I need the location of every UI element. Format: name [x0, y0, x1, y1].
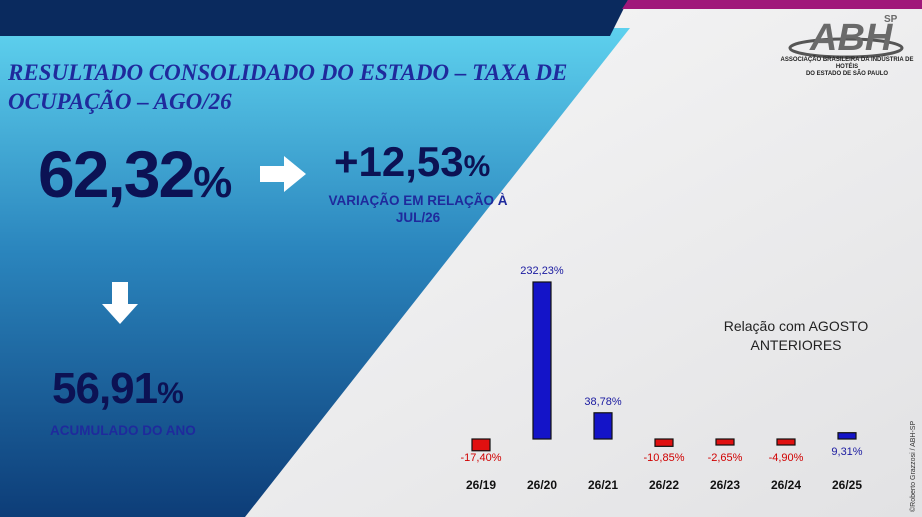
bar-26/22: [654, 438, 674, 447]
data-label-26/25: 9,31%: [831, 446, 862, 458]
data-label-26/22: -10,85%: [644, 452, 685, 464]
data-label-26/24: -4,90%: [769, 452, 804, 464]
arrow-right-icon: [260, 156, 306, 192]
abh-sp-logo: ABH SP: [788, 14, 904, 59]
arrow-down-icon: [102, 282, 138, 324]
tick-label-26/20: 26/20: [527, 478, 557, 492]
bar-26/24: [776, 438, 796, 446]
accumulated-value: 56,91%: [52, 364, 184, 414]
photo-credit: ©Roberto Grazzosi / ABH-SP: [910, 420, 917, 512]
logo-text: ABH: [809, 17, 894, 59]
occupancy-rate: 62,32%: [38, 136, 232, 212]
chart-note: Relação com AGOSTO ANTERIORES: [723, 318, 869, 353]
occupancy-rate-value: 62,32: [38, 137, 195, 211]
tick-label-26/24: 26/24: [771, 478, 801, 492]
occupancy-rate-unit: %: [193, 158, 233, 207]
logo-subtitle-line1: ASSOCIAÇÃO BRASILEIRA DA INDÚSTRIA DE HO…: [780, 57, 914, 70]
accumulated-number: 56,91: [52, 364, 158, 413]
variation-value: +12,53%: [334, 138, 490, 186]
accumulated-unit: %: [157, 377, 184, 410]
bar-26/20: [532, 281, 552, 440]
data-label-26/19: -17,40%: [461, 452, 502, 464]
bar-26/23: [715, 438, 735, 446]
variation-number: +12,53: [334, 138, 464, 185]
tick-label-26/19: 26/19: [466, 478, 496, 492]
logo-subtitle-line2: DO ESTADO DE SÃO PAULO: [805, 71, 889, 77]
bar-26/25: [837, 432, 857, 440]
data-label-26/23: -2,65%: [708, 452, 743, 464]
data-label-26/20: 232,23%: [520, 265, 564, 277]
tick-label-26/22: 26/22: [649, 478, 679, 492]
tick-label-26/25: 26/25: [832, 478, 862, 492]
page-title: RESULTADO CONSOLIDADO DO ESTADO – TAXA D…: [8, 60, 568, 114]
bar-26/21: [593, 412, 613, 440]
data-label-26/21: 38,78%: [584, 396, 622, 408]
variation-unit: %: [463, 150, 491, 183]
variation-label: VARIAÇÃO EM RELAÇÃO À JUL/26: [328, 193, 508, 225]
logo-subtitle: ASSOCIAÇÃO BRASILEIRA DA INDÚSTRIA DE HO…: [774, 57, 920, 78]
logo-superscript: SP: [884, 14, 898, 25]
tick-label-26/23: 26/23: [710, 478, 740, 492]
bar-26/19: [471, 438, 491, 452]
accumulated-label: ACUMULADO DO ANO: [50, 423, 196, 438]
tick-label-26/21: 26/21: [588, 478, 618, 492]
